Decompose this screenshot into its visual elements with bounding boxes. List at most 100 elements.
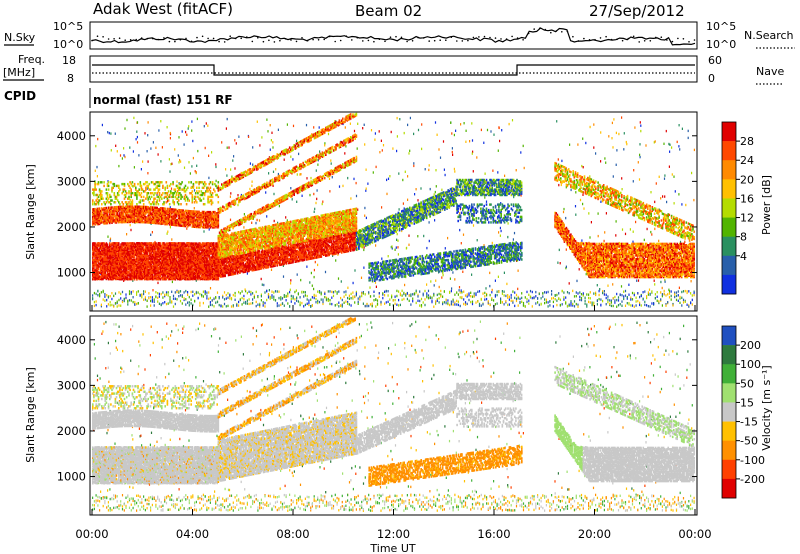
data-cell: [518, 297, 519, 299]
data-cell: [114, 183, 116, 185]
data-cell: [259, 304, 260, 306]
data-cell: [224, 303, 225, 305]
data-cell: [305, 291, 306, 293]
data-cell: [369, 286, 370, 288]
data-cell: [251, 222, 252, 224]
data-cell: [481, 305, 482, 307]
data-cell: [168, 302, 169, 304]
data-cell: [638, 161, 639, 163]
data-cell: [621, 305, 622, 307]
data-cell: [539, 304, 540, 306]
data-cell: [626, 143, 627, 145]
data-cell: [621, 294, 622, 296]
data-cell: [673, 176, 674, 178]
data-cell: [273, 185, 274, 187]
data-cell: [419, 300, 420, 302]
data-cell: [129, 290, 130, 292]
data-cell: [282, 297, 283, 299]
nsearch-dot: [473, 37, 475, 39]
data-cell: [136, 291, 137, 293]
data-cell: [255, 222, 256, 224]
data-cell: [150, 188, 152, 190]
freq-label: Freq.: [18, 53, 45, 66]
data-cell: [532, 297, 533, 299]
data-cell: [168, 291, 169, 293]
data-cell: [555, 298, 556, 300]
data-cell: [199, 293, 200, 295]
data-cell: [148, 292, 149, 294]
data-cell: [120, 297, 121, 299]
data-cell: [558, 298, 559, 300]
data-cell: [345, 300, 346, 302]
data-cell: [669, 144, 670, 146]
nsearch-dot: [252, 41, 254, 43]
data-cell: [588, 301, 589, 303]
data-cell: [160, 242, 162, 244]
data-cell: [285, 216, 286, 218]
data-cell: [502, 290, 503, 292]
data-cell: [472, 139, 473, 141]
data-cell: [249, 298, 250, 300]
data-cell: [268, 172, 269, 174]
data-cell: [216, 180, 217, 182]
data-cell: [431, 297, 432, 299]
data-cell: [505, 300, 506, 302]
data-cell: [549, 300, 550, 302]
data-cell: [322, 299, 323, 301]
data-cell: [257, 304, 258, 306]
data-cell: [490, 130, 491, 132]
data-cell: [106, 188, 108, 190]
data-cell: [475, 301, 476, 303]
data-cell: [211, 151, 212, 153]
data-cell: [455, 130, 456, 132]
data-cell: [625, 305, 626, 307]
data-cell: [238, 301, 239, 303]
data-cell: [270, 149, 271, 151]
data-cell: [329, 190, 330, 192]
data-cell: [247, 300, 248, 302]
nsearch-dot: [688, 41, 690, 43]
data-cell: [273, 193, 274, 195]
data-cell: [357, 147, 358, 149]
data-cell: [212, 304, 213, 306]
data-cell: [650, 191, 651, 193]
data-cell: [407, 199, 408, 201]
data-cell: [154, 304, 155, 306]
data-cell: [423, 235, 424, 237]
data-cell: [551, 290, 552, 292]
data-cell: [98, 181, 100, 183]
data-cell: [251, 185, 252, 187]
data-cell: [640, 130, 641, 132]
data-cell: [500, 235, 501, 237]
data-cell: [356, 182, 357, 184]
data-cell: [421, 123, 422, 125]
data-cell: [640, 125, 641, 127]
data-cell: [410, 295, 411, 297]
data-cell: [106, 207, 108, 209]
data-cell: [363, 267, 364, 269]
data-cell: [469, 140, 470, 142]
data-cell: [272, 146, 273, 148]
data-cell: [555, 295, 556, 297]
data-cell: [291, 295, 292, 297]
data-cell: [501, 230, 502, 232]
data-cell: [470, 301, 471, 303]
data-cell: [167, 126, 168, 128]
nsearch-dot: [655, 37, 657, 39]
data-cell: [559, 249, 560, 251]
data-cell: [366, 169, 367, 171]
data-cell: [465, 141, 466, 143]
data-cell: [507, 297, 508, 299]
data-cell: [451, 132, 452, 134]
data-cell: [347, 303, 348, 305]
data-cell: [460, 305, 461, 307]
data-cell: [238, 136, 239, 138]
data-cell: [176, 291, 177, 293]
data-cell: [273, 171, 274, 173]
data-cell: [523, 302, 524, 304]
data-cell: [392, 147, 393, 149]
data-cell: [150, 198, 151, 200]
data-cell: [442, 296, 443, 298]
data-cell: [307, 298, 308, 300]
data-cell: [616, 149, 617, 151]
